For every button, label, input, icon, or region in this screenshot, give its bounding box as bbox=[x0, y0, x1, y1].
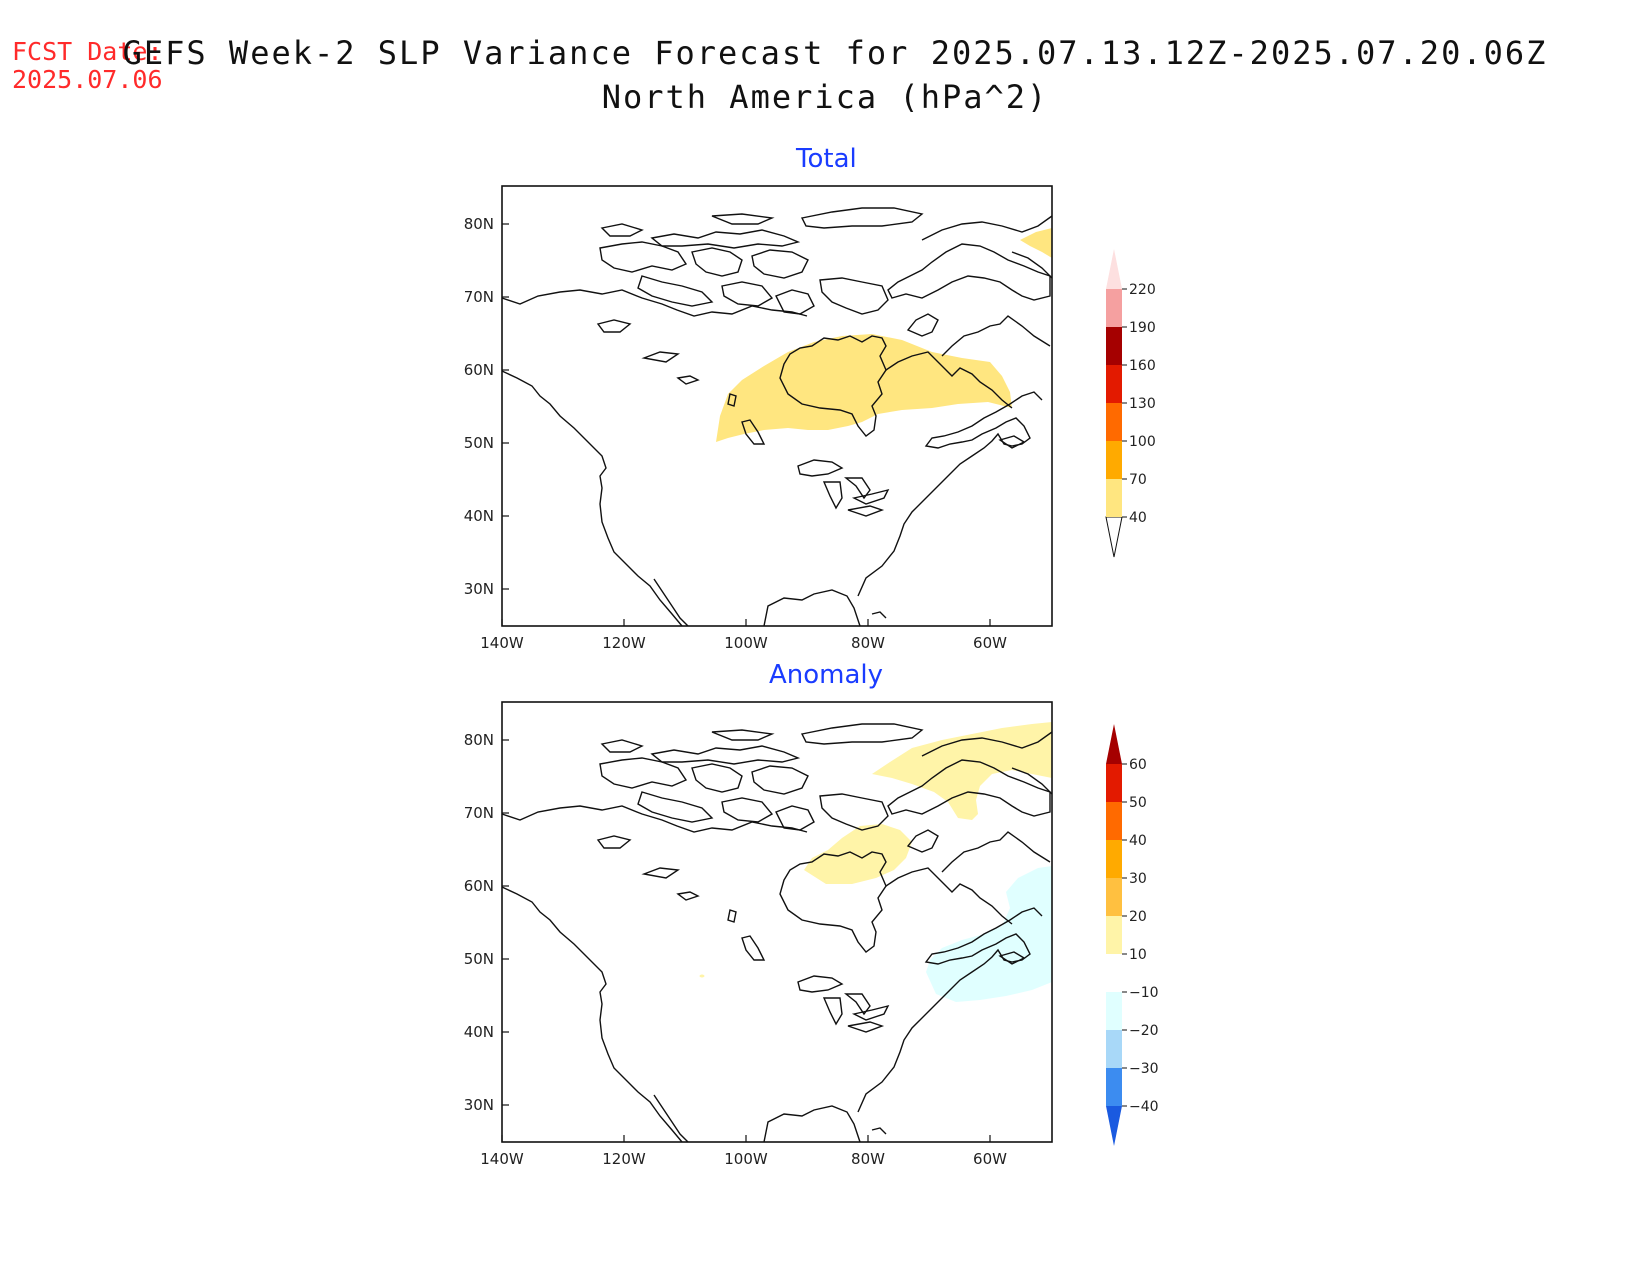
colorbar-level-label: −30 bbox=[1129, 1061, 1159, 1077]
lat-label: 70N bbox=[464, 288, 494, 306]
lat-label: 50N bbox=[464, 950, 494, 968]
lat-label: 60N bbox=[464, 877, 494, 895]
colorbar-level-label: −20 bbox=[1129, 1023, 1159, 1039]
anomaly-map-frame bbox=[501, 701, 1053, 1143]
colorbar-segment bbox=[1106, 1068, 1122, 1106]
total-shade-greenland bbox=[1020, 228, 1052, 258]
colorbar-segment bbox=[1106, 992, 1122, 1030]
lon-label: 100W bbox=[724, 1150, 768, 1168]
colorbar-level-label: 40 bbox=[1129, 833, 1147, 849]
colorbar-level-label: 10 bbox=[1129, 947, 1147, 963]
anomaly-shade-neg-atlantic bbox=[926, 866, 1052, 1002]
lat-label: 30N bbox=[464, 1096, 494, 1114]
colorbar-level-label: 40 bbox=[1129, 510, 1147, 526]
lon-label: 120W bbox=[602, 1150, 646, 1168]
colorbar-tail-low bbox=[1105, 516, 1123, 558]
colorbar-segment bbox=[1106, 479, 1122, 517]
lat-label: 30N bbox=[464, 580, 494, 598]
lat-label: 70N bbox=[464, 804, 494, 822]
lon-label: 60W bbox=[973, 634, 1007, 652]
lat-label: 50N bbox=[464, 434, 494, 452]
colorbar-segment bbox=[1106, 403, 1122, 441]
panel-title-anomaly: Anomaly bbox=[769, 660, 884, 690]
colorbar-segment bbox=[1106, 1030, 1122, 1068]
forecast-date-label: FCST Date: 2025.07.06 bbox=[12, 38, 163, 94]
colorbar-segment bbox=[1106, 840, 1122, 878]
lon-label: 140W bbox=[480, 1150, 524, 1168]
colorbar-segment bbox=[1106, 365, 1122, 403]
colorbar-level-label: −10 bbox=[1129, 985, 1159, 1001]
colorbar-segment bbox=[1106, 954, 1122, 992]
colorbar-level-label: 190 bbox=[1129, 320, 1156, 336]
anomaly-shade-pos-hudson bbox=[804, 824, 912, 884]
colorbar-tail-high bbox=[1106, 249, 1122, 289]
anomaly-shade-pos-greenland bbox=[872, 722, 1052, 820]
colorbar-segment bbox=[1106, 802, 1122, 840]
lon-label: 100W bbox=[724, 634, 768, 652]
anomaly-map bbox=[501, 701, 1053, 1143]
colorbar-tail-low bbox=[1106, 1106, 1122, 1146]
colorbar-level-label: 60 bbox=[1129, 757, 1147, 773]
panel-title-total: Total bbox=[796, 144, 857, 174]
fcst-date: 2025.07.06 bbox=[12, 65, 163, 94]
total-shade-40 bbox=[716, 334, 1012, 442]
total-map bbox=[501, 185, 1053, 627]
lon-label: 140W bbox=[480, 634, 524, 652]
lon-label: 60W bbox=[973, 1150, 1007, 1168]
total-colorbar: 40 70 100 130 160 190 220 bbox=[1105, 249, 1156, 558]
colorbar-segment bbox=[1106, 289, 1122, 327]
colorbar-segment bbox=[1106, 764, 1122, 802]
colorbar-segment bbox=[1106, 878, 1122, 916]
colorbar-tail-high bbox=[1106, 724, 1122, 764]
colorbar-level-label: 100 bbox=[1129, 434, 1156, 450]
lon-label: 80W bbox=[851, 634, 885, 652]
colorbar-level-label: 130 bbox=[1129, 396, 1156, 412]
map-subtitle: North America (hPa^2) bbox=[601, 78, 1049, 116]
lon-label: 120W bbox=[602, 634, 646, 652]
lat-label: 80N bbox=[464, 215, 494, 233]
colorbar-level-label: 50 bbox=[1129, 795, 1147, 811]
lon-label: 80W bbox=[851, 1150, 885, 1168]
colorbar-segment bbox=[1106, 916, 1122, 954]
colorbar-level-label: 220 bbox=[1129, 282, 1156, 298]
lat-label: 40N bbox=[464, 507, 494, 525]
colorbar-level-label: 20 bbox=[1129, 909, 1147, 925]
lat-label: 60N bbox=[464, 361, 494, 379]
fcst-label: FCST Date: bbox=[12, 37, 163, 66]
colorbar-level-label: 160 bbox=[1129, 358, 1156, 374]
lat-label: 40N bbox=[464, 1023, 494, 1041]
anomaly-shade-dot bbox=[699, 974, 705, 978]
total-map-frame bbox=[501, 185, 1053, 627]
colorbar-segment bbox=[1106, 441, 1122, 479]
anomaly-colorbar: 60 50 40 30 20 10 −10 −20 −30 −40 bbox=[1106, 724, 1159, 1146]
lat-label: 80N bbox=[464, 731, 494, 749]
colorbar-level-label: 70 bbox=[1129, 472, 1147, 488]
colorbar-level-label: −40 bbox=[1129, 1099, 1159, 1115]
colorbar-level-label: 30 bbox=[1129, 871, 1147, 887]
colorbar-segment bbox=[1106, 327, 1122, 365]
map-title: GEFS Week-2 SLP Variance Forecast for 20… bbox=[122, 34, 1548, 72]
